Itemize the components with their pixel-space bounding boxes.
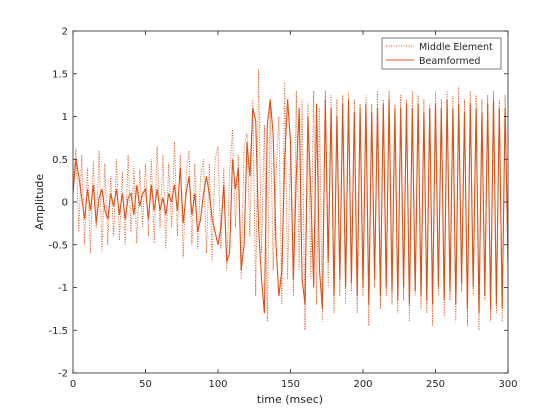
y-axis-label: Amplitude <box>33 174 46 231</box>
y-tick-label: -0.5 <box>48 240 68 251</box>
legend: Middle Element Beamformed <box>381 37 502 70</box>
y-tick-label: -1 <box>58 283 68 294</box>
y-tick-label: 0.5 <box>52 155 68 166</box>
y-tick-label: 1 <box>62 112 68 123</box>
legend-label-middle-element: Middle Element <box>419 42 493 53</box>
x-tick-label: 100 <box>208 379 227 390</box>
x-tick-label: 250 <box>426 379 445 390</box>
series-line-middle-element <box>73 69 508 331</box>
x-tick-label: 150 <box>281 379 300 390</box>
x-tick-label: 300 <box>498 379 517 390</box>
legend-label-beamformed: Beamformed <box>419 56 480 67</box>
x-axis-label: time (msec) <box>257 393 323 406</box>
series-line-beamformed <box>73 99 508 314</box>
x-tick-label: 0 <box>70 379 76 390</box>
ticks-layer: 0 50 100 150 200 250 300 -2 -1.5 -1 -0.5 0 0.5 1 1.5 2 <box>48 27 517 391</box>
legend-box <box>381 37 502 70</box>
series-layer <box>73 69 508 331</box>
plot-area <box>73 31 508 373</box>
y-tick-label: -2 <box>58 369 68 380</box>
y-tick-label: 0 <box>62 198 68 209</box>
y-tick-label: 1.5 <box>52 69 68 80</box>
y-tick-label: 2 <box>62 27 68 38</box>
x-tick-label: 50 <box>139 379 152 390</box>
x-tick-label: 200 <box>353 379 372 390</box>
y-tick-label: -1.5 <box>48 326 68 337</box>
